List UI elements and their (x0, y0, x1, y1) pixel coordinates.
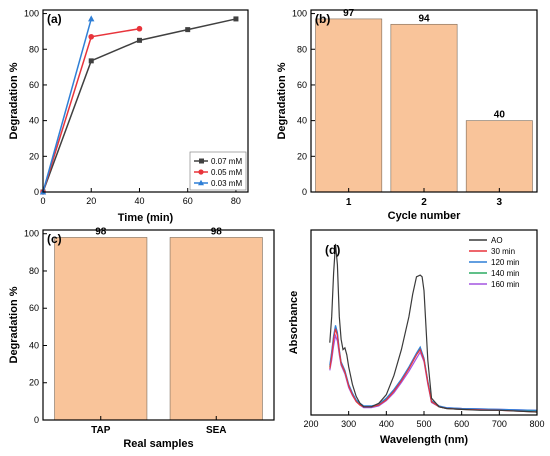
a-point (88, 58, 94, 64)
d-legend-label: 160 min (491, 280, 519, 289)
c-data-label: 98 (211, 226, 223, 237)
c-ytick-label: 0 (34, 415, 39, 425)
c-ytick-label: 80 (29, 266, 39, 276)
b-ytick-label: 60 (297, 80, 307, 90)
a-xtick-label: 60 (183, 196, 193, 206)
b-xlabel: Cycle number (388, 210, 461, 222)
b-ytick-label: 80 (297, 44, 307, 54)
c-panel-label: (c) (47, 232, 62, 246)
c-xtick-label: SEA (206, 425, 227, 436)
c-ytick-label: 60 (29, 303, 39, 313)
a-series-line (42, 27, 140, 193)
d-xtick-label: 500 (416, 419, 431, 429)
b-data-label: 97 (343, 8, 355, 19)
c-xtick-label: TAP (91, 425, 111, 436)
a-point (136, 37, 142, 43)
c-bar (169, 237, 263, 421)
a-ytick-label: 80 (29, 44, 39, 54)
a-xtick-label: 20 (86, 196, 96, 206)
d-series-line (329, 325, 538, 411)
d-series-line (329, 333, 538, 411)
a-ytick-label: 100 (24, 9, 39, 19)
b-ylabel: Degradation % (276, 62, 288, 139)
b-xtick-label: 2 (421, 197, 427, 208)
a-point (88, 33, 95, 40)
d-xtick-label: 200 (303, 419, 318, 429)
a-legend-marker (199, 158, 204, 164)
a-legend-label: 0.03 mM (211, 179, 242, 188)
c-ylabel: Degradation % (8, 286, 20, 363)
c-bar (54, 237, 148, 421)
d-xtick-label: 300 (341, 419, 356, 429)
a-point (233, 16, 239, 22)
a-point (136, 25, 143, 32)
a-xtick-label: 40 (134, 196, 144, 206)
a-ytick-label: 60 (29, 80, 39, 90)
b-bar (315, 18, 383, 193)
c-xlabel: Real samples (123, 438, 193, 450)
d-xtick-label: 700 (492, 419, 507, 429)
d-xtick-label: 800 (529, 419, 544, 429)
c-data-label: 98 (95, 226, 107, 237)
b-panel-label: (b) (315, 12, 330, 26)
a-xtick-label: 0 (40, 196, 45, 206)
b-xtick-label: 1 (346, 197, 352, 208)
b-bar (465, 120, 533, 193)
a-point (88, 15, 95, 22)
b-ytick-label: 0 (302, 187, 307, 197)
b-data-label: 94 (418, 13, 430, 24)
c-ytick-label: 100 (24, 229, 39, 239)
b-xtick-label: 3 (497, 197, 503, 208)
d-xtick-label: 600 (454, 419, 469, 429)
a-ytick-label: 20 (29, 151, 39, 161)
a-frame (42, 9, 249, 193)
d-xtick-label: 400 (379, 419, 394, 429)
a-legend-label: 0.05 mM (211, 168, 242, 177)
d-legend-label: 120 min (491, 258, 519, 267)
d-legend-label: AO (491, 236, 503, 245)
b-frame (310, 9, 538, 193)
d-series-line (329, 328, 538, 413)
a-legend-marker (198, 169, 204, 175)
d-series-line (329, 243, 538, 413)
a-legend-marker (198, 179, 204, 186)
a-ytick-label: 0 (34, 187, 39, 197)
a-legend-label: 0.07 mM (211, 157, 242, 166)
b-ytick-label: 100 (292, 9, 307, 19)
b-ytick-label: 40 (297, 116, 307, 126)
d-xlabel: Wavelength (nm) (380, 434, 469, 446)
d-ylabel: Absorbance (288, 291, 300, 355)
d-series-line (329, 326, 538, 412)
c-ytick-label: 20 (29, 378, 39, 388)
d-legend-label: 30 min (491, 247, 515, 256)
a-xlabel: Time (min) (118, 212, 174, 224)
d-panel-label: (d) (325, 243, 340, 257)
c-frame (42, 229, 275, 421)
b-data-label: 40 (494, 110, 506, 121)
a-ylabel: Degradation % (8, 62, 20, 139)
a-xtick-label: 80 (231, 196, 241, 206)
c-ytick-label: 40 (29, 340, 39, 350)
d-frame (310, 229, 538, 416)
a-point (185, 27, 191, 33)
a-ytick-label: 40 (29, 116, 39, 126)
b-ytick-label: 20 (297, 151, 307, 161)
d-legend-label: 140 min (491, 269, 519, 278)
a-panel-label: (a) (47, 12, 62, 26)
a-series-line (42, 18, 92, 193)
b-bar (390, 23, 458, 193)
